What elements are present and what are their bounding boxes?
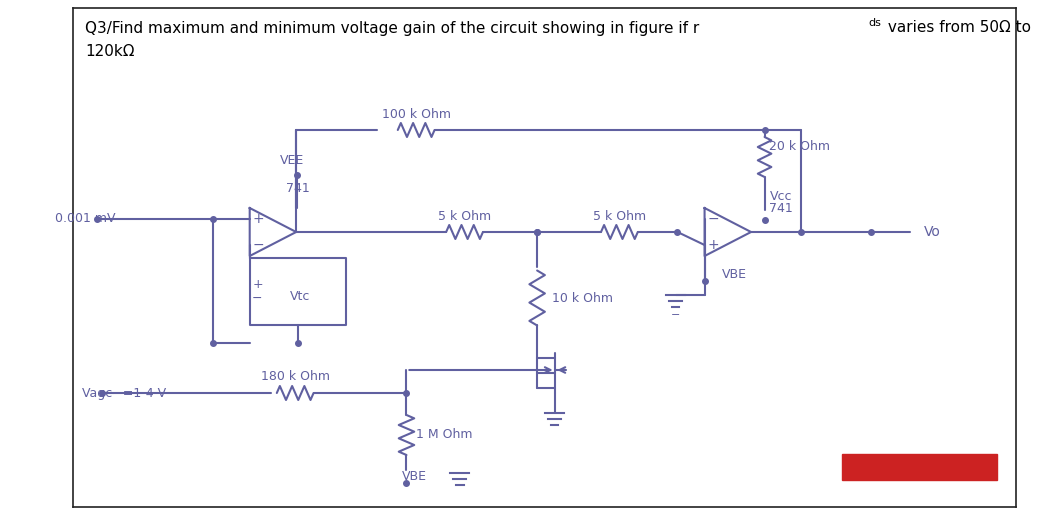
Text: −: − — [670, 310, 680, 320]
Text: +: + — [252, 278, 263, 291]
Text: 741: 741 — [770, 203, 793, 215]
Text: 0.001 mV: 0.001 mV — [55, 212, 115, 226]
Text: 180 k Ohm: 180 k Ohm — [261, 370, 329, 382]
Text: 741: 741 — [286, 181, 309, 194]
Text: +: + — [707, 238, 719, 252]
Text: 20 k Ohm: 20 k Ohm — [770, 140, 830, 154]
Text: Vtc: Vtc — [290, 290, 310, 303]
Text: ds: ds — [868, 18, 881, 28]
Text: −: − — [707, 212, 719, 226]
Text: varies from 50Ω to: varies from 50Ω to — [882, 21, 1030, 35]
Text: VBE: VBE — [401, 470, 427, 484]
Text: 120kΩ: 120kΩ — [85, 45, 134, 60]
Text: 10 k Ohm: 10 k Ohm — [552, 291, 613, 304]
Text: −: − — [253, 238, 265, 252]
Text: 5 k Ohm: 5 k Ohm — [593, 210, 646, 223]
Text: 1 M Ohm: 1 M Ohm — [416, 429, 472, 442]
Text: −: − — [252, 292, 263, 305]
Text: Vagc∼=1-4 V: Vagc∼=1-4 V — [83, 387, 166, 399]
Text: Vo: Vo — [925, 225, 941, 239]
Bar — [842, 454, 997, 480]
Text: Vcc: Vcc — [770, 191, 792, 204]
Text: VEE: VEE — [280, 154, 304, 167]
Text: VBE: VBE — [722, 267, 747, 281]
Text: +: + — [253, 212, 265, 226]
Text: 5 k Ohm: 5 k Ohm — [438, 210, 491, 223]
Text: 100 k Ohm: 100 k Ohm — [381, 107, 451, 120]
Text: Q3/Find maximum and minimum voltage gain of the circuit showing in figure if r: Q3/Find maximum and minimum voltage gain… — [85, 21, 699, 35]
